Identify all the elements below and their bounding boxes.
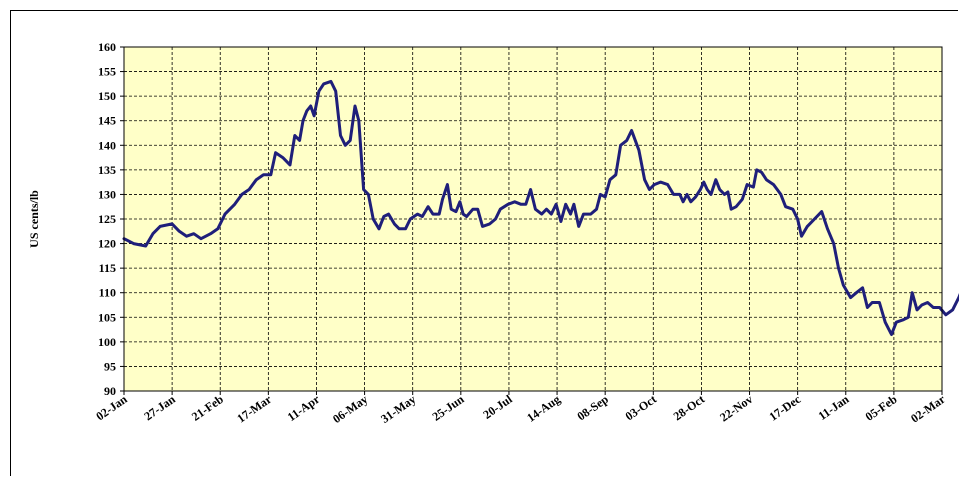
- chart-frame: [10, 10, 958, 476]
- y-tick-label: 110: [99, 286, 116, 300]
- x-tick-label: 20-Jul: [480, 392, 515, 422]
- x-tick-label: 11-Apr: [285, 392, 323, 425]
- x-tick-label: 17-Mar: [234, 392, 274, 426]
- x-tick-label: 06-May: [330, 392, 370, 426]
- y-tick-label: 145: [98, 114, 116, 128]
- y-tick-label: 160: [98, 40, 116, 54]
- x-tick-label: 05-Feb: [863, 392, 900, 424]
- x-tick-label: 08-Sep: [574, 392, 611, 424]
- y-tick-label: 105: [98, 310, 116, 324]
- y-tick-label: 140: [98, 138, 116, 152]
- x-tick-label: 11-Jan: [816, 392, 852, 423]
- y-tick-label: 125: [98, 212, 116, 226]
- x-tick-label: 21-Feb: [189, 392, 226, 424]
- plot-border: [123, 46, 943, 392]
- x-tick-label: 27-Jan: [141, 392, 178, 424]
- x-tick-label: 14-Aug: [524, 392, 563, 425]
- x-tick-label: 31-May: [378, 392, 418, 426]
- y-tick-label: 95: [104, 359, 116, 373]
- y-tick-label: 155: [98, 65, 116, 79]
- y-tick-label: 115: [99, 261, 116, 275]
- y-tick-label: 90: [104, 384, 116, 398]
- y-tick-label: 130: [98, 187, 116, 201]
- y-tick-label: 150: [98, 89, 116, 103]
- grid-lines: [124, 47, 942, 391]
- x-tick-label: 28-Oct: [671, 392, 707, 423]
- x-tick-label: 17-Dec: [766, 392, 804, 424]
- x-tick-label: 22-Nov: [717, 392, 755, 425]
- y-axis-ticks: 90 95 100 105 110 115 120 125 130 135 140 145 150 155…: [98, 40, 124, 398]
- x-tick-label: 02-Mar: [908, 392, 948, 426]
- x-tick-label: 03-Oct: [623, 392, 659, 423]
- y-axis-label: US cents/lb: [27, 190, 41, 248]
- y-tick-label: 120: [98, 237, 116, 251]
- y-tick-label: 100: [98, 335, 116, 349]
- x-axis-ticks: 02-Jan 27-Jan 21-Feb 17-Mar 11-Apr 06-May 31-M…: [93, 391, 948, 426]
- x-tick-label: 25-Jun: [430, 392, 467, 424]
- price-series-line: [122, 79, 959, 336]
- y-tick-label: 135: [98, 163, 116, 177]
